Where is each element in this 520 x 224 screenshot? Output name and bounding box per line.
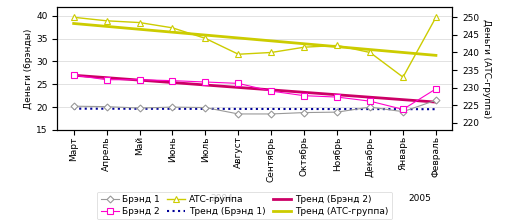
АТС-группа [433,16,439,19]
Брэнд 1 [103,105,110,108]
Брэнд 1 [301,111,307,114]
Брэнд 2 [103,78,110,81]
Тренд (Брэнд 1) [71,107,77,110]
Y-axis label: Деньги (брэнды): Деньги (брэнды) [24,28,33,108]
АТС-группа [202,37,209,40]
Тренд (Брэнд 2) [268,88,275,91]
Тренд (Брэнд 2) [235,86,241,89]
АТС-группа [136,21,142,24]
Брэнд 2 [367,100,373,103]
Тренд (Брэнд 2) [400,98,406,101]
АТС-группа [400,76,406,78]
АТС-группа [103,19,110,22]
Тренд (Брэнд 2) [334,93,340,96]
Тренд (Брэнд 2) [136,79,142,82]
Тренд (АТС-группа) [268,39,275,42]
Тренд (АТС-группа) [136,28,142,31]
Тренд (Брэнд 2) [301,91,307,94]
Брэнд 1 [170,106,176,108]
Тренд (Брэнд 2) [367,96,373,99]
Тренд (АТС-группа) [433,54,439,57]
Тренд (Брэнд 2) [433,101,439,103]
Брэнд 2 [433,88,439,90]
Тренд (АТС-группа) [334,45,340,48]
Тренд (АТС-группа) [170,31,176,34]
Брэнд 2 [170,79,176,82]
Тренд (Брэнд 1) [170,108,176,110]
Тренд (Брэнд 1) [268,108,275,110]
Тренд (АТС-группа) [367,48,373,51]
Брэнд 2 [235,82,241,85]
Тренд (АТС-группа) [103,25,110,28]
Брэнд 1 [400,110,406,113]
АТС-группа [170,26,176,29]
Тренд (АТС-группа) [202,34,209,37]
Тренд (Брэнд 1) [367,108,373,110]
Line: Тренд (АТС-группа): Тренд (АТС-группа) [74,24,436,55]
Тренд (Брэнд 2) [202,84,209,86]
Брэнд 2 [334,96,340,98]
Брэнд 2 [268,90,275,93]
АТС-группа [71,16,77,19]
АТС-группа [268,51,275,54]
Брэнд 2 [71,74,77,77]
Тренд (АТС-группа) [400,51,406,54]
Тренд (Брэнд 1) [334,108,340,110]
Line: Брэнд 2: Брэнд 2 [71,72,439,112]
Тренд (Брэнд 1) [235,108,241,110]
Тренд (Брэнд 1) [400,108,406,110]
Line: АТС-группа: АТС-группа [70,14,439,81]
АТС-группа [334,44,340,47]
Text: 2005: 2005 [408,194,431,203]
Брэнд 1 [268,113,275,115]
Тренд (Брэнд 2) [170,81,176,84]
Брэнд 1 [433,99,439,102]
Брэнд 1 [202,106,209,109]
Тренд (Брэнд 1) [136,108,142,110]
Тренд (АТС-группа) [71,22,77,25]
Брэнд 1 [235,113,241,115]
Legend: Брэнд 1, Брэнд 2, АТС-группа, Тренд (Брэнд 1), Тренд (Брэнд 2), Тренд (АТС-групп: Брэнд 1, Брэнд 2, АТС-группа, Тренд (Брэ… [97,192,392,220]
Тренд (Брэнд 2) [71,74,77,77]
Брэнд 1 [334,111,340,114]
Тренд (Брэнд 2) [103,76,110,79]
Брэнд 1 [136,107,142,109]
Text: 2004: 2004 [211,194,233,203]
Line: Тренд (Брэнд 2): Тренд (Брэнд 2) [74,75,436,102]
Брэнд 1 [367,106,373,108]
АТС-группа [301,46,307,49]
Тренд (АТС-группа) [301,42,307,45]
Тренд (Брэнд 1) [202,108,209,110]
АТС-группа [235,53,241,56]
Тренд (Брэнд 1) [301,108,307,110]
Тренд (АТС-группа) [235,37,241,39]
Брэнд 2 [301,94,307,97]
Y-axis label: Деньги (АТС-группа): Деньги (АТС-группа) [482,19,491,118]
Брэнд 1 [71,105,77,108]
Line: Брэнд 1: Брэнд 1 [71,98,438,116]
Брэнд 2 [400,108,406,111]
Брэнд 2 [202,81,209,83]
Брэнд 2 [136,78,142,81]
Тренд (Брэнд 1) [103,107,110,110]
Тренд (Брэнд 1) [433,108,439,110]
АТС-группа [367,51,373,54]
